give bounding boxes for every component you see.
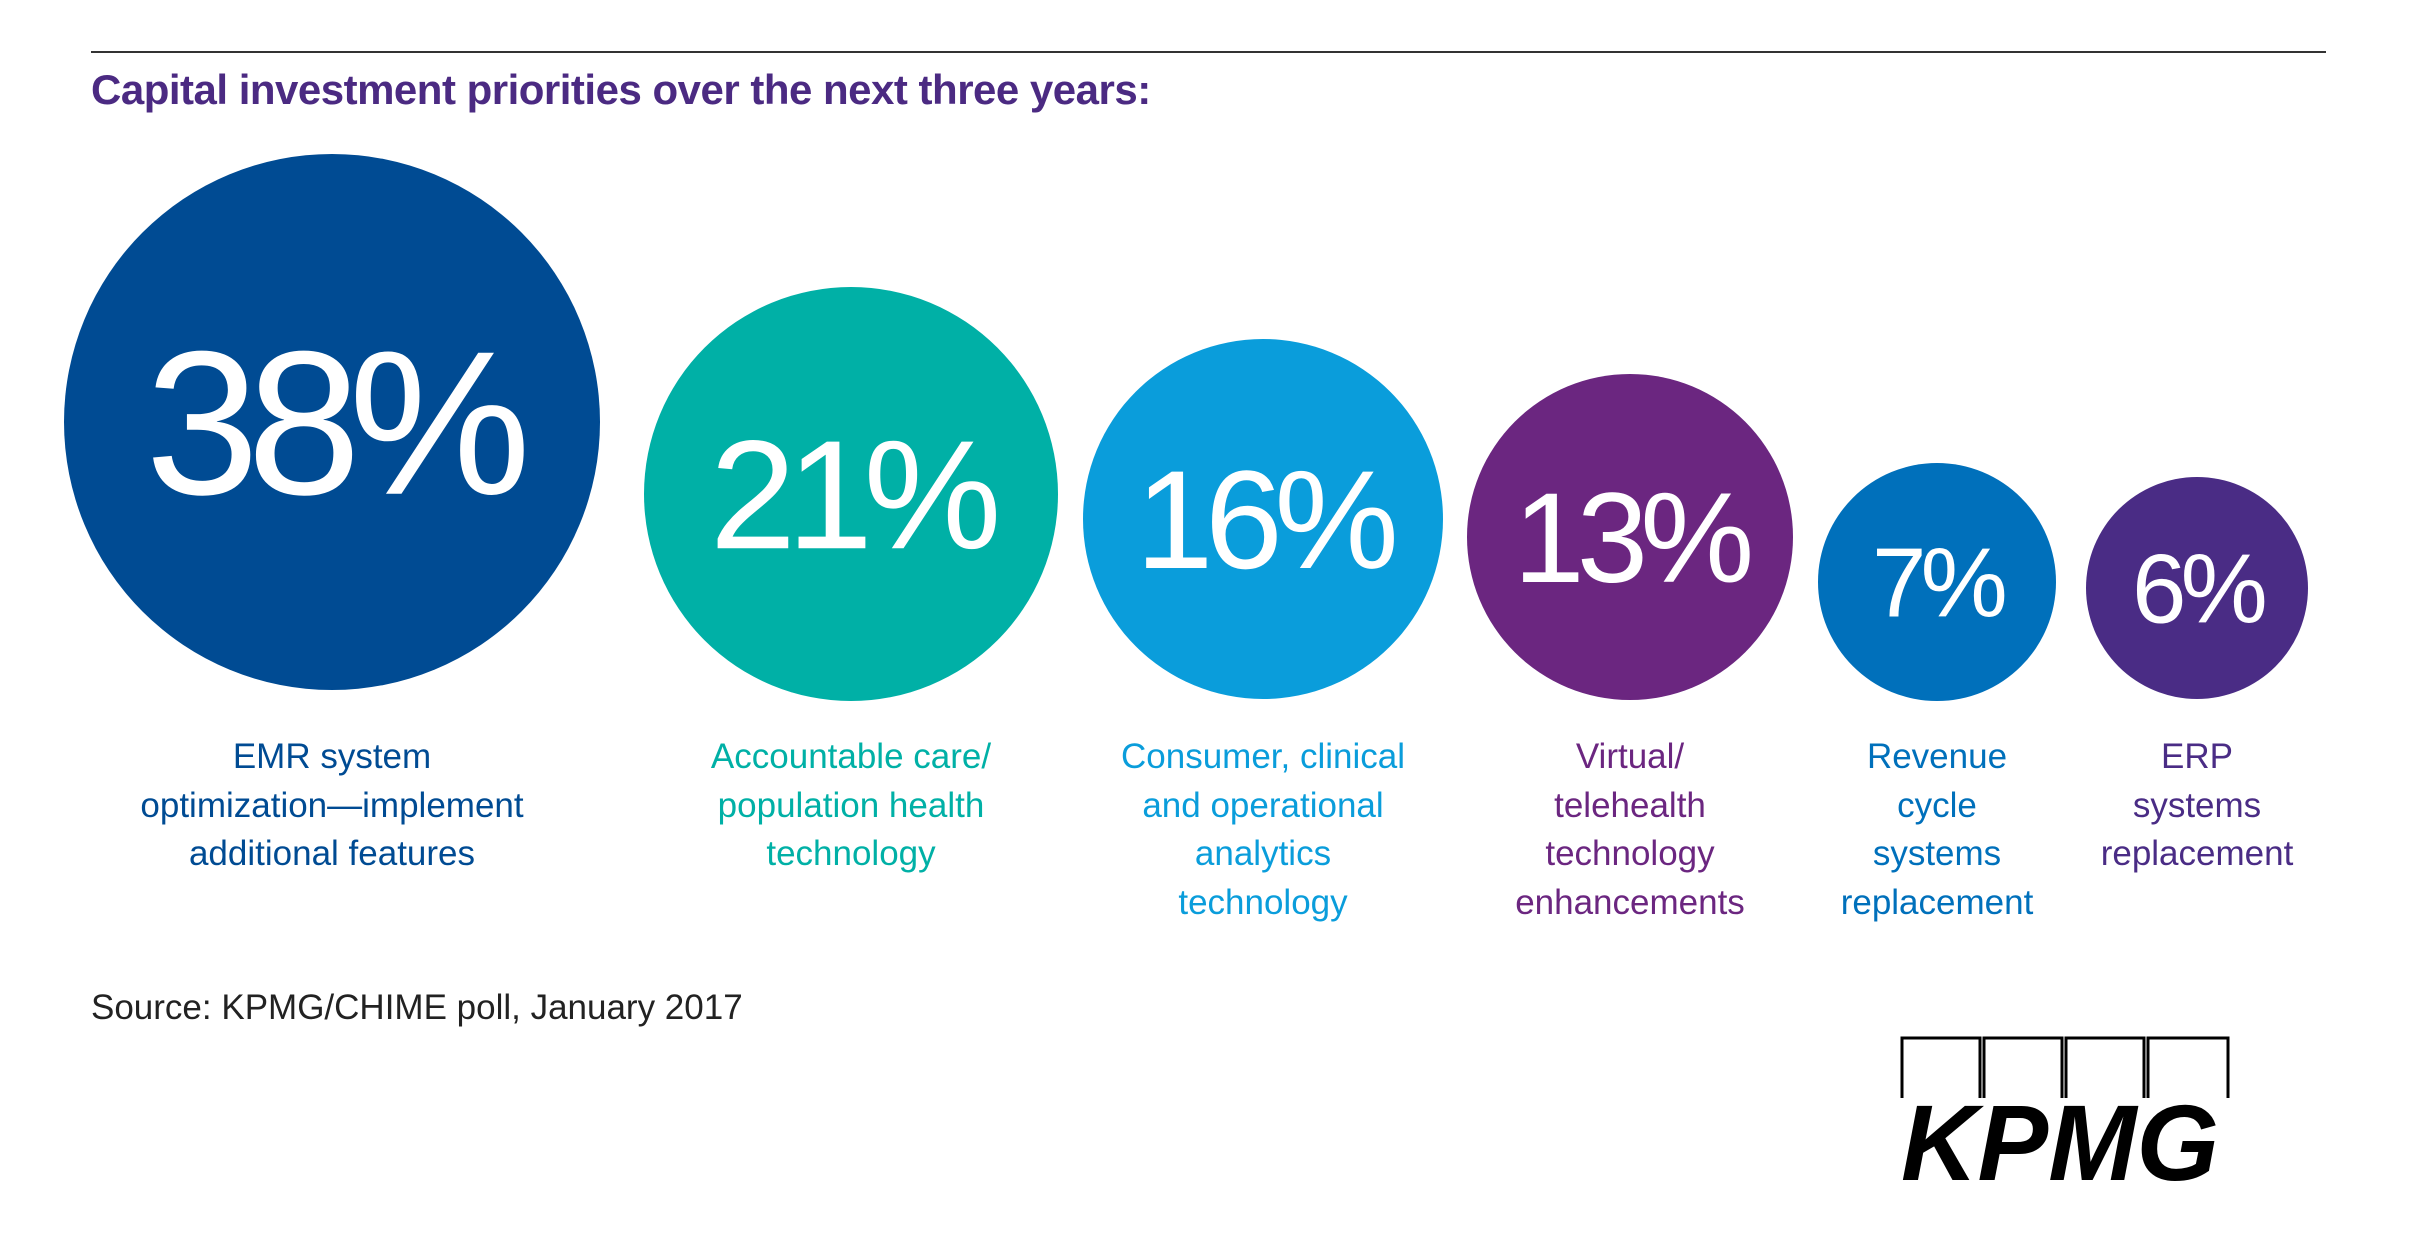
svg-text:KPMG: KPMG (1901, 1082, 2219, 1186)
category-label: Revenue cycle systems replacement (1840, 737, 2034, 922)
bubble-5 (1818, 463, 2056, 701)
bubble-1 (64, 154, 600, 690)
bubble-value-label: 6% (2132, 533, 2265, 643)
bubble-4 (1467, 374, 1793, 700)
bubble-value-label: 16% (1135, 441, 1394, 598)
bubble-value-label: 21% (710, 408, 997, 581)
bubble-value-label: 38% (145, 309, 523, 538)
bubble-6 (2086, 477, 2308, 699)
category-label: Virtual/ telehealth technology enhanceme… (1515, 737, 1745, 922)
chart-title: Capital investment priorities over the n… (91, 66, 1151, 113)
bubble-3 (1083, 339, 1443, 699)
category-label: ERP systems replacement (2100, 737, 2294, 873)
category-label: Consumer, clinical and operational analy… (1121, 737, 1405, 922)
top-rule (91, 51, 2326, 53)
category-label: Accountable care/ population health tech… (710, 737, 992, 873)
bubble-value-label: 7% (1872, 527, 2005, 637)
kpmg-logo: KPMG (1900, 1036, 2232, 1186)
bubble-2 (644, 287, 1058, 701)
bubble-value-label: 13% (1513, 467, 1750, 610)
category-label: EMR system optimization—implement additi… (140, 737, 524, 873)
source-note: Source: KPMG/CHIME poll, January 2017 (91, 988, 743, 1027)
